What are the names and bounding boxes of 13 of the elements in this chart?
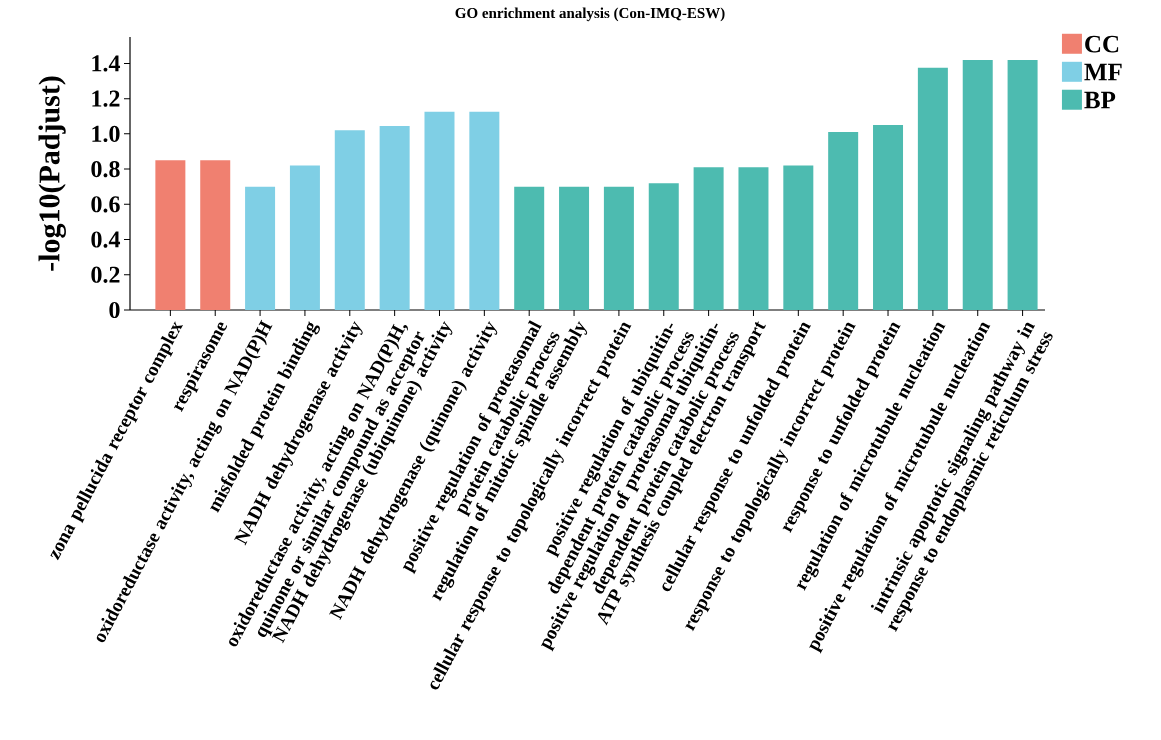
- legend-label: CC: [1085, 35, 1119, 53]
- y-tick-label: 1.4: [92, 55, 121, 72]
- legend-label: MF: [1084, 63, 1122, 81]
- y-tick-label: 0.4: [91, 231, 121, 248]
- y-tick-label: 1.2: [92, 90, 120, 107]
- y-tick-label: 1.0: [92, 125, 120, 143]
- legend-label: BP: [1084, 91, 1116, 109]
- chart-title: GO enrichment analysis (Con-IMQ-ESW): [455, 7, 725, 22]
- y-tick-label: 0.8: [91, 160, 120, 178]
- y-tick-label: 0.2: [91, 266, 120, 283]
- y-axis-title: -log10(Padjust): [38, 76, 66, 271]
- y-tick-label: 0: [109, 301, 120, 319]
- y-tick-label: 0.6: [91, 196, 120, 213]
